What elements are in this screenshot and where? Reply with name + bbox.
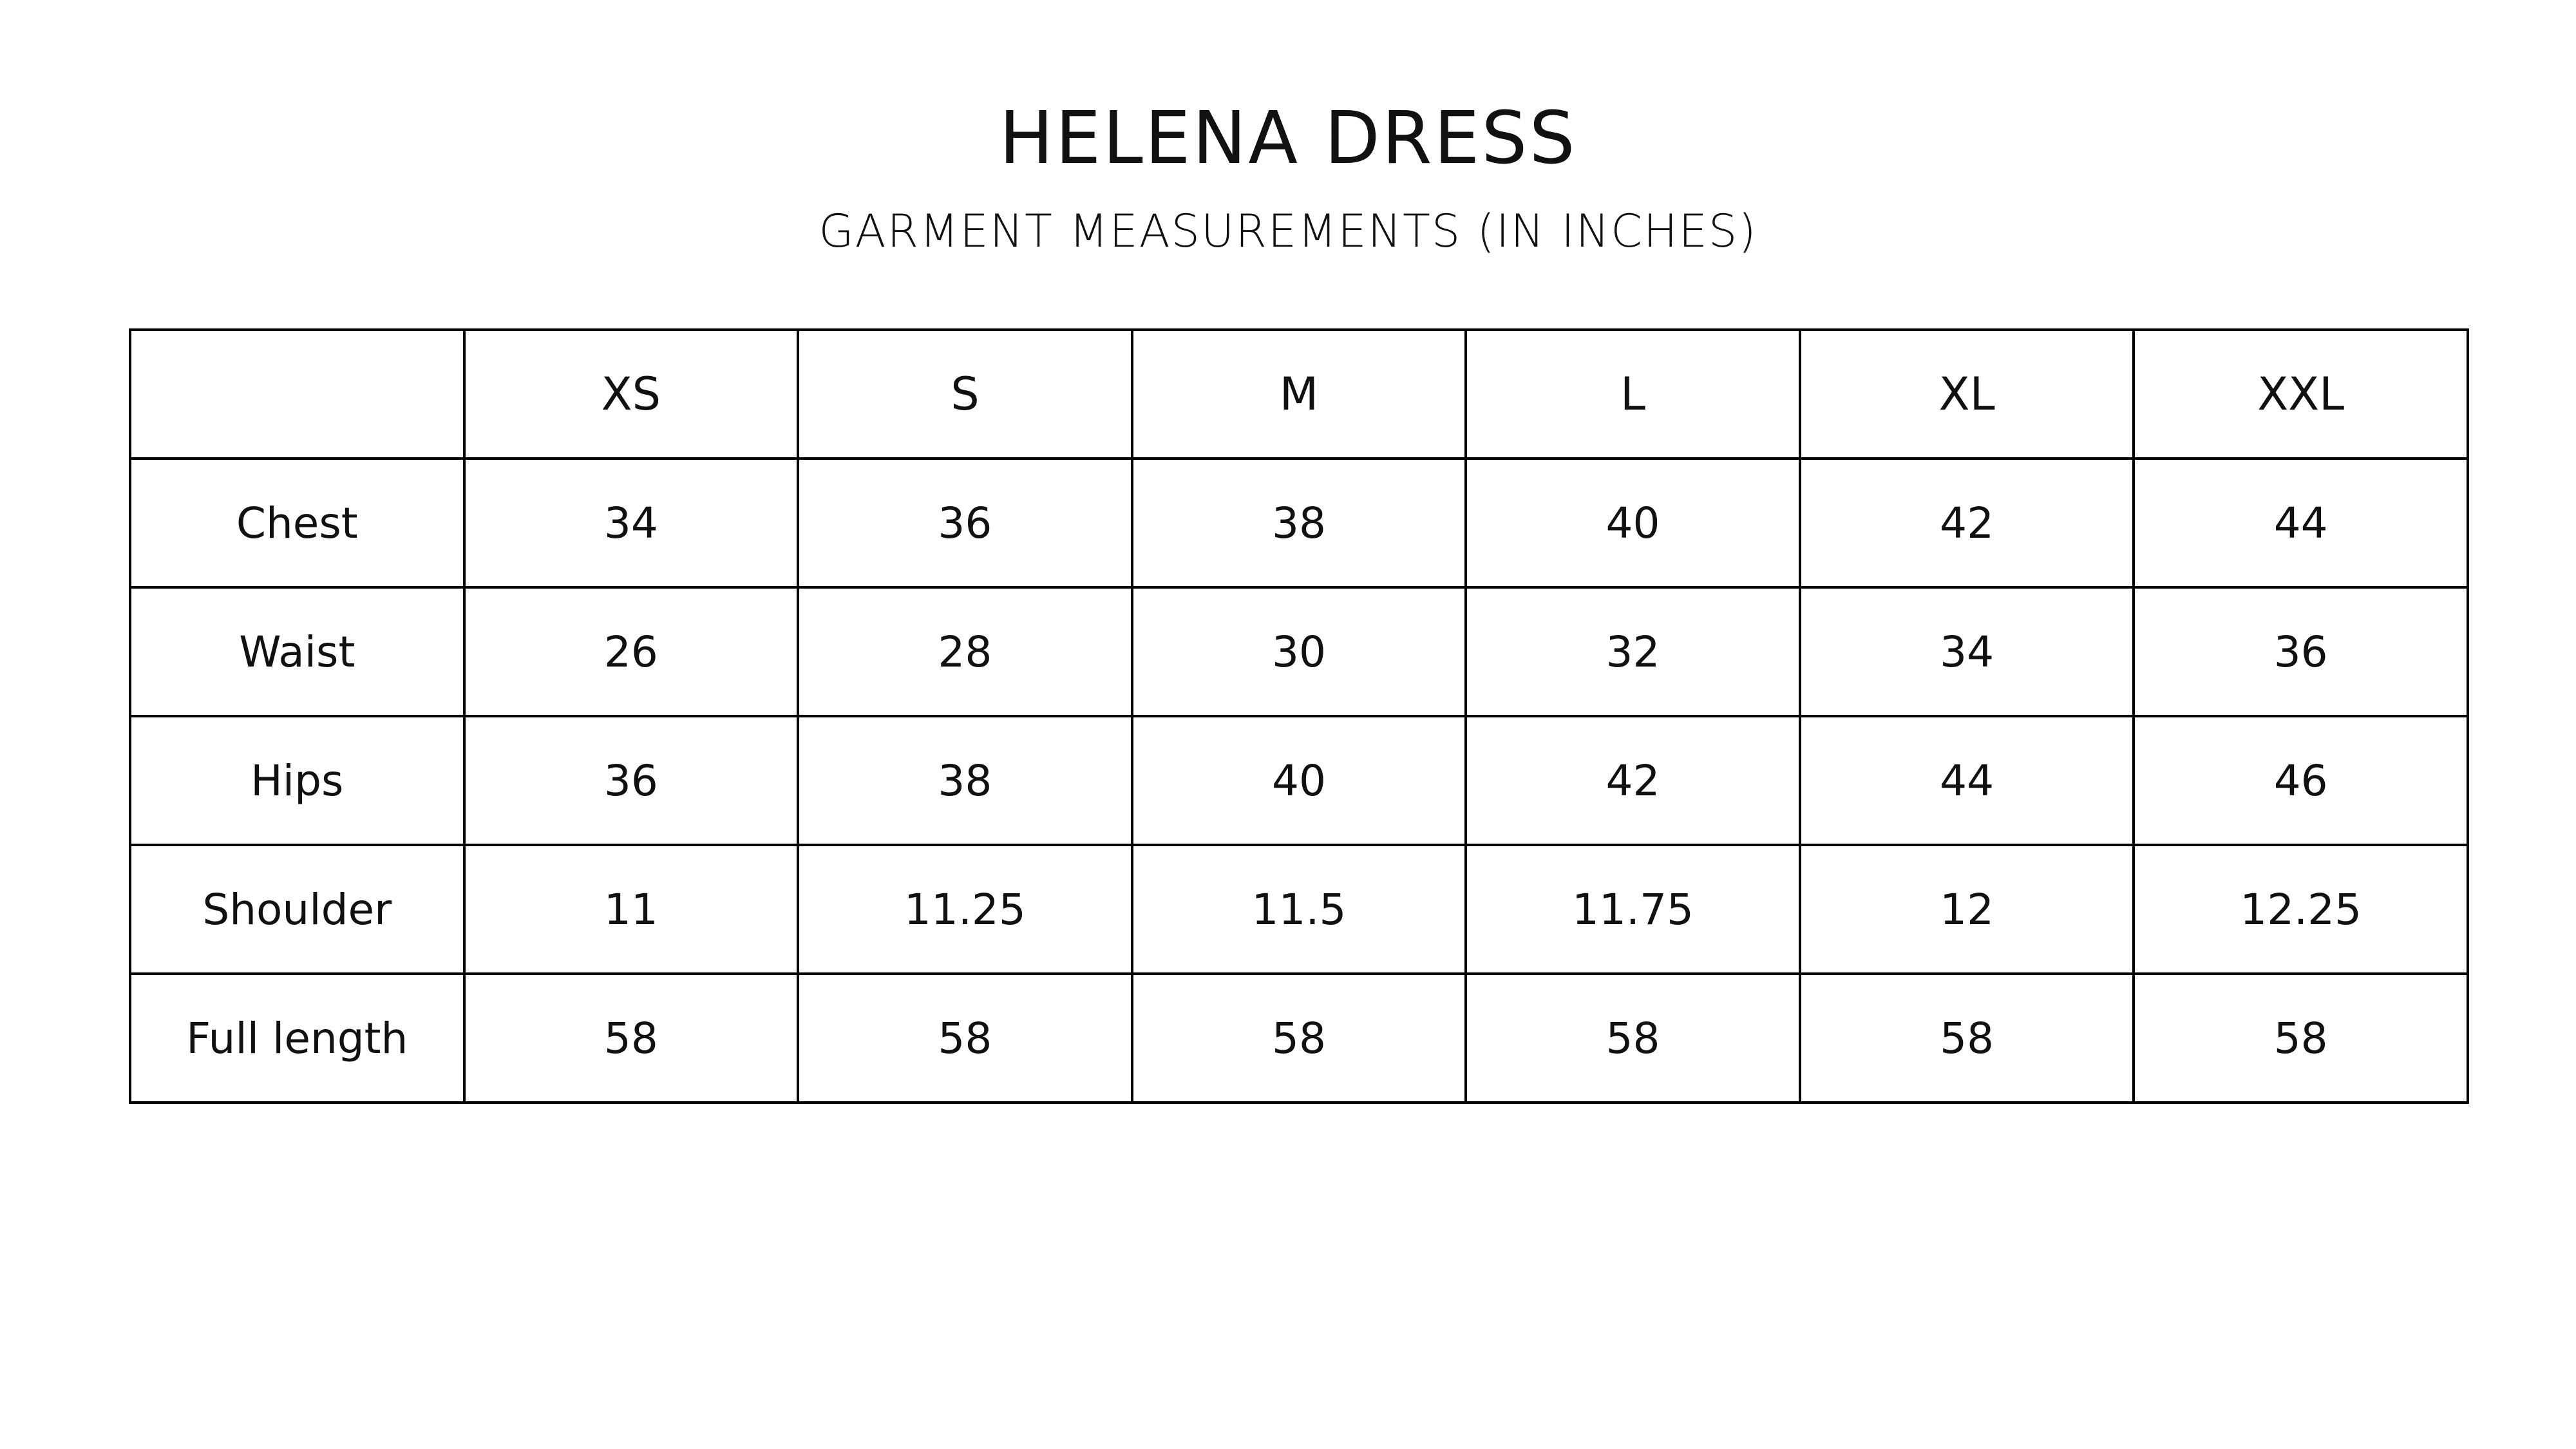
measurement-cell: 46 <box>2132 715 2469 846</box>
size-header: XS <box>462 328 800 460</box>
measurement-cell: 12 <box>1798 844 2136 975</box>
measurement-cell: 58 <box>797 972 1133 1104</box>
row-label: Full length <box>129 972 466 1104</box>
table-row: Full length 58 58 58 58 58 58 <box>129 972 2469 1104</box>
row-label: Hips <box>129 715 466 846</box>
row-label: Shoulder <box>129 844 466 975</box>
page-subtitle: GARMENT MEASUREMENTS (IN INCHES) <box>819 205 1757 258</box>
table-row: Chest 34 36 38 40 42 44 <box>129 457 2469 589</box>
measurement-cell: 44 <box>2132 457 2469 589</box>
measurement-cell: 40 <box>1130 715 1468 846</box>
row-label: Waist <box>129 586 466 717</box>
table-row: Waist 26 28 30 32 34 36 <box>129 586 2469 717</box>
measurement-cell: 26 <box>462 586 800 717</box>
size-header: XXL <box>2132 328 2469 460</box>
measurement-cell: 11.75 <box>1464 844 1801 975</box>
measurement-cell: 28 <box>797 586 1133 717</box>
measurement-cell: 40 <box>1464 457 1801 589</box>
measurement-cell: 58 <box>1798 972 2136 1104</box>
measurement-cell: 11.25 <box>797 844 1133 975</box>
header-row: XS S M L XL XXL <box>129 328 2469 460</box>
measurement-cell: 12.25 <box>2132 844 2469 975</box>
measurement-cell: 58 <box>1464 972 1801 1104</box>
size-header: S <box>797 328 1133 460</box>
table-row: Shoulder 11 11.25 11.5 11.75 12 12.25 <box>129 844 2469 975</box>
measurement-cell: 58 <box>2132 972 2469 1104</box>
measurement-cell: 30 <box>1130 586 1468 717</box>
measurement-cell: 11.5 <box>1130 844 1468 975</box>
measurement-cell: 11 <box>462 844 800 975</box>
page-title: HELENA DRESS <box>999 97 1577 180</box>
measurement-cell: 34 <box>1798 586 2136 717</box>
measurement-cell: 36 <box>2132 586 2469 717</box>
measurement-cell: 36 <box>462 715 800 846</box>
measurement-cell: 32 <box>1464 586 1801 717</box>
measurement-cell: 58 <box>1130 972 1468 1104</box>
measurement-cell: 38 <box>797 715 1133 846</box>
measurement-cell: 34 <box>462 457 800 589</box>
measurement-cell: 58 <box>462 972 800 1104</box>
measurement-cell: 38 <box>1130 457 1468 589</box>
table-row: Hips 36 38 40 42 44 46 <box>129 715 2469 846</box>
measurement-cell: 42 <box>1464 715 1801 846</box>
size-chart-table: XS S M L XL XXL Chest 34 36 38 40 42 44 Waist 26… <box>129 328 2469 1104</box>
row-label: Chest <box>129 457 466 589</box>
corner-cell <box>129 328 466 460</box>
measurement-cell: 36 <box>797 457 1133 589</box>
measurement-cell: 44 <box>1798 715 2136 846</box>
measurement-cell: 42 <box>1798 457 2136 589</box>
size-header: M <box>1130 328 1468 460</box>
size-header: XL <box>1798 328 2136 460</box>
size-header: L <box>1464 328 1801 460</box>
